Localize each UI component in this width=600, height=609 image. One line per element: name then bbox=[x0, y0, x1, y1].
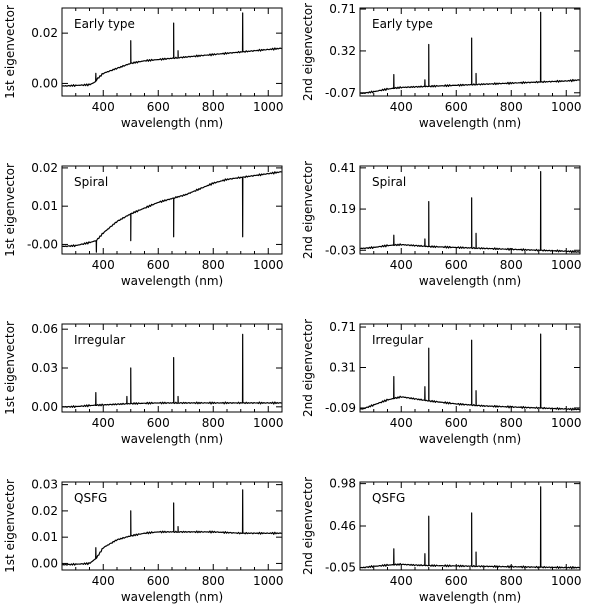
y-tick-label: 0.02 bbox=[31, 161, 58, 175]
y-axis-label: 1st eigenvector bbox=[3, 321, 17, 415]
y-tick-label: 0.98 bbox=[329, 477, 356, 491]
x-axis-label: wavelength (nm) bbox=[419, 274, 521, 288]
spectrum-line-6 bbox=[360, 333, 580, 411]
x-axis-label: wavelength (nm) bbox=[121, 590, 223, 604]
y-tick-label: 0.02 bbox=[31, 26, 58, 40]
x-tick-label: 800 bbox=[202, 574, 225, 588]
y-axis-label: 1st eigenvector bbox=[3, 5, 17, 99]
y-tick-label: -0.07 bbox=[325, 86, 356, 100]
y-tick-label: -0.03 bbox=[325, 243, 356, 257]
panel-title: Spiral bbox=[74, 175, 108, 189]
panel-title: Early type bbox=[74, 17, 135, 31]
spectrum-line-1 bbox=[62, 12, 282, 87]
panel-title: QSFG bbox=[372, 491, 405, 505]
y-tick-label: 0.19 bbox=[329, 202, 356, 216]
y-tick-label: 0.00 bbox=[31, 76, 58, 90]
panel-2: 400 600 800 1000 -0.07 0.32 0.71 wavelength (nm… bbox=[301, 2, 582, 130]
y-tick-label: 0.03 bbox=[31, 478, 58, 492]
y-tick-label: 0.71 bbox=[329, 320, 356, 334]
x-tick-label: 400 bbox=[390, 100, 413, 114]
y-tick-label: 0.31 bbox=[329, 360, 356, 374]
x-tick-label: 400 bbox=[92, 100, 115, 114]
y-tick-label: 0.01 bbox=[31, 199, 58, 213]
x-tick-label: 600 bbox=[147, 416, 170, 430]
y-tick-label: -0.09 bbox=[325, 401, 356, 415]
spectrum-line-5 bbox=[62, 333, 282, 409]
x-tick-label: 400 bbox=[390, 416, 413, 430]
y-tick-label: -0.05 bbox=[325, 561, 356, 575]
x-tick-label: 1000 bbox=[253, 574, 284, 588]
spectrum-line-2 bbox=[360, 11, 580, 95]
panel-5: 400 600 800 1000 0.00 0.03 0.06 wavelength (nm)… bbox=[3, 321, 284, 446]
x-tick-label: 800 bbox=[500, 258, 523, 272]
x-tick-label: 800 bbox=[500, 416, 523, 430]
spectrum-line-3 bbox=[62, 171, 282, 253]
x-tick-label: 600 bbox=[147, 574, 170, 588]
y-tick-label: 0.01 bbox=[31, 530, 58, 544]
x-tick-label: 800 bbox=[202, 416, 225, 430]
y-tick-label: 0.02 bbox=[31, 504, 58, 518]
panel-8: 400 600 800 1000 -0.05 0.46 0.98 wavelength (nm… bbox=[301, 477, 582, 604]
x-tick-label: 600 bbox=[445, 416, 468, 430]
x-tick-label: 600 bbox=[147, 258, 170, 272]
y-axis-label: 2nd eigenvector bbox=[301, 161, 315, 259]
x-axis-label: wavelength (nm) bbox=[121, 116, 223, 130]
y-tick-label: 0.06 bbox=[31, 322, 58, 336]
y-tick-label: 0.00 bbox=[31, 400, 58, 414]
x-tick-label: 400 bbox=[92, 574, 115, 588]
x-tick-label: 400 bbox=[92, 258, 115, 272]
panel-title: Spiral bbox=[372, 175, 406, 189]
x-tick-label: 400 bbox=[390, 258, 413, 272]
panel-1: 400 600 800 1000 0.00 0.02 wavelength (nm) 1st … bbox=[3, 5, 284, 130]
x-tick-label: 800 bbox=[500, 100, 523, 114]
x-tick-label: 1000 bbox=[253, 100, 284, 114]
y-tick-label: 0.00 bbox=[31, 556, 58, 570]
spectrum-line-4 bbox=[360, 171, 580, 254]
x-axis-label: wavelength (nm) bbox=[121, 274, 223, 288]
spectrum-line-8 bbox=[360, 486, 580, 570]
x-tick-label: 400 bbox=[390, 574, 413, 588]
x-tick-label: 800 bbox=[202, 100, 225, 114]
y-axis-label: 2nd eigenvector bbox=[301, 3, 315, 101]
x-tick-label: 1000 bbox=[253, 258, 284, 272]
panel-7: 400 600 800 1000 0.00 0.01 0.02 0.03 wavelength … bbox=[3, 478, 284, 604]
panel-6: 400 600 800 1000 -0.09 0.31 0.71 wavelength (nm… bbox=[301, 319, 582, 446]
y-axis-label: 2nd eigenvector bbox=[301, 319, 315, 417]
y-tick-label: 0.71 bbox=[329, 2, 356, 16]
panel-title: Irregular bbox=[74, 333, 125, 347]
x-tick-label: 1000 bbox=[551, 574, 582, 588]
y-axis-label: 1st eigenvector bbox=[3, 163, 17, 257]
panel-3: 400 600 800 1000 -0.00 0.01 0.02 wavelength (nm… bbox=[3, 161, 284, 288]
y-tick-label: 0.41 bbox=[329, 161, 356, 175]
x-tick-label: 400 bbox=[92, 416, 115, 430]
y-tick-label: 0.32 bbox=[329, 44, 356, 58]
y-axis-label: 2nd eigenvector bbox=[301, 477, 315, 575]
y-tick-label: 0.03 bbox=[31, 361, 58, 375]
panel-title: QSFG bbox=[74, 491, 107, 505]
y-axis-label: 1st eigenvector bbox=[3, 479, 17, 573]
x-tick-label: 1000 bbox=[253, 416, 284, 430]
x-tick-label: 600 bbox=[445, 574, 468, 588]
x-axis-label: wavelength (nm) bbox=[121, 432, 223, 446]
x-tick-label: 1000 bbox=[551, 258, 582, 272]
x-tick-label: 600 bbox=[445, 258, 468, 272]
x-tick-label: 600 bbox=[445, 100, 468, 114]
x-tick-label: 1000 bbox=[551, 100, 582, 114]
x-tick-label: 600 bbox=[147, 100, 170, 114]
panel-title: Early type bbox=[372, 17, 433, 31]
x-tick-label: 800 bbox=[500, 574, 523, 588]
x-axis-label: wavelength (nm) bbox=[419, 432, 521, 446]
y-tick-label: -0.00 bbox=[27, 237, 58, 251]
x-tick-label: 800 bbox=[202, 258, 225, 272]
x-axis-label: wavelength (nm) bbox=[419, 116, 521, 130]
panel-4: 400 600 800 1000 -0.03 0.19 0.41 wavelength (nm… bbox=[301, 161, 582, 288]
spectrum-line-7 bbox=[62, 489, 282, 566]
y-tick-label: 0.46 bbox=[329, 519, 356, 533]
x-axis-label: wavelength (nm) bbox=[419, 590, 521, 604]
panel-title: Irregular bbox=[372, 333, 423, 347]
x-tick-label: 1000 bbox=[551, 416, 582, 430]
